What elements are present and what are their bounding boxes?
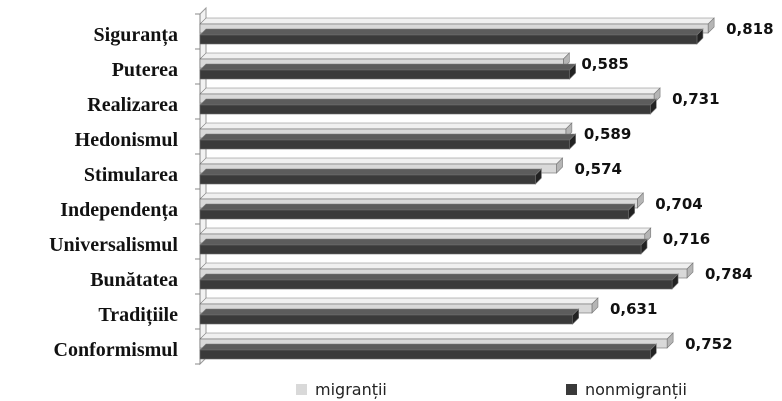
bar-nonmigranții-5-face — [199, 209, 629, 220]
bar-migranții-7-top — [199, 262, 694, 270]
labels-layer: Siguranța 0,818 Puterea 0,585 Realizarea 0,73… — [49, 20, 773, 361]
category-label: Tradițiile — [98, 304, 178, 327]
bar-nonmigranții-0-top — [199, 28, 704, 36]
bar-nonmigranții-4 — [199, 168, 543, 185]
data-label: 0,818 — [726, 20, 773, 38]
bar-migranții-1-top — [199, 52, 571, 60]
bar-nonmigranții-6-face — [199, 244, 642, 255]
bar-migranții-9-top — [199, 332, 674, 340]
data-label: 0,716 — [663, 230, 710, 248]
bar-nonmigranții-6-top — [199, 238, 648, 246]
legend: migranții nonmigranții — [296, 380, 687, 399]
bar-migranții-2-top — [199, 87, 661, 95]
bar-nonmigranții-3 — [199, 133, 577, 150]
data-label: 0,589 — [584, 125, 631, 143]
bars-layer — [199, 17, 715, 360]
bar-nonmigranții-1-face — [199, 69, 570, 80]
bar-nonmigranții-3-face — [199, 139, 570, 150]
bar-nonmigranții-8-top — [199, 308, 580, 316]
bar-nonmigranții-0-face — [199, 34, 698, 45]
data-label: 0,585 — [581, 55, 628, 73]
bar-migranții-8 — [199, 297, 599, 314]
bar-nonmigranții-2 — [199, 98, 658, 115]
bar-nonmigranții-2-face — [199, 104, 651, 115]
bar-nonmigranții-7-top — [199, 273, 679, 281]
bar-nonmigranții-7 — [199, 273, 679, 290]
bar-migranții-8-top — [199, 297, 599, 305]
bar-nonmigranții-1 — [199, 63, 577, 80]
bar-migranții-0-top — [199, 17, 715, 25]
bar-migranții-6 — [199, 227, 652, 244]
data-label: 0,704 — [655, 195, 702, 213]
bar-nonmigranții-0 — [199, 28, 704, 45]
category-label: Hedonismul — [75, 129, 179, 151]
category-label: Universalismul — [49, 234, 178, 256]
bar-nonmigranții-5-top — [199, 203, 636, 211]
bar-migranții-2 — [199, 87, 661, 104]
bar-nonmigranții-4-face — [199, 174, 536, 185]
bar-migranții-4-top — [199, 157, 564, 165]
data-label: 0,731 — [672, 90, 719, 108]
bar-nonmigranții-5 — [199, 203, 636, 220]
category-label: Conformismul — [54, 339, 179, 361]
data-label: 0,752 — [685, 335, 732, 353]
bar-nonmigranții-8 — [199, 308, 580, 325]
legend-label-nonmigranti: nonmigranții — [585, 380, 687, 399]
bar-nonmigranții-1-top — [199, 63, 577, 71]
bar-nonmigranții-9-face — [199, 349, 651, 360]
data-label: 0,631 — [610, 300, 657, 318]
bar-migranții-0 — [199, 17, 715, 34]
bar-nonmigranții-8-face — [199, 314, 574, 325]
category-label: Puterea — [112, 59, 178, 81]
legend-swatch-nonmigranti — [566, 384, 577, 395]
data-label: 0,784 — [705, 265, 752, 283]
legend-swatch-migranti — [296, 384, 307, 395]
category-label: Siguranța — [94, 24, 178, 47]
category-label: Independența — [60, 199, 178, 222]
category-label: Stimularea — [84, 164, 178, 186]
bar-migranții-5-top — [199, 192, 645, 200]
bar-migranții-9 — [199, 332, 674, 349]
data-label: 0,574 — [575, 160, 622, 178]
bar-nonmigranții-6 — [199, 238, 648, 255]
bar-nonmigranții-9-top — [199, 343, 658, 351]
bar-nonmigranții-4-top — [199, 168, 543, 176]
category-label: Realizarea — [87, 94, 178, 116]
legend-label-migranti: migranții — [315, 380, 387, 399]
bar-migranții-6-top — [199, 227, 652, 235]
bar-nonmigranții-9 — [199, 343, 658, 360]
bar-nonmigranții-2-top — [199, 98, 658, 106]
bar-nonmigranții-3-top — [199, 133, 577, 141]
bar-migranții-3-top — [199, 122, 573, 130]
bar-nonmigranții-7-face — [199, 279, 673, 290]
category-label: Bunătatea — [90, 269, 178, 291]
